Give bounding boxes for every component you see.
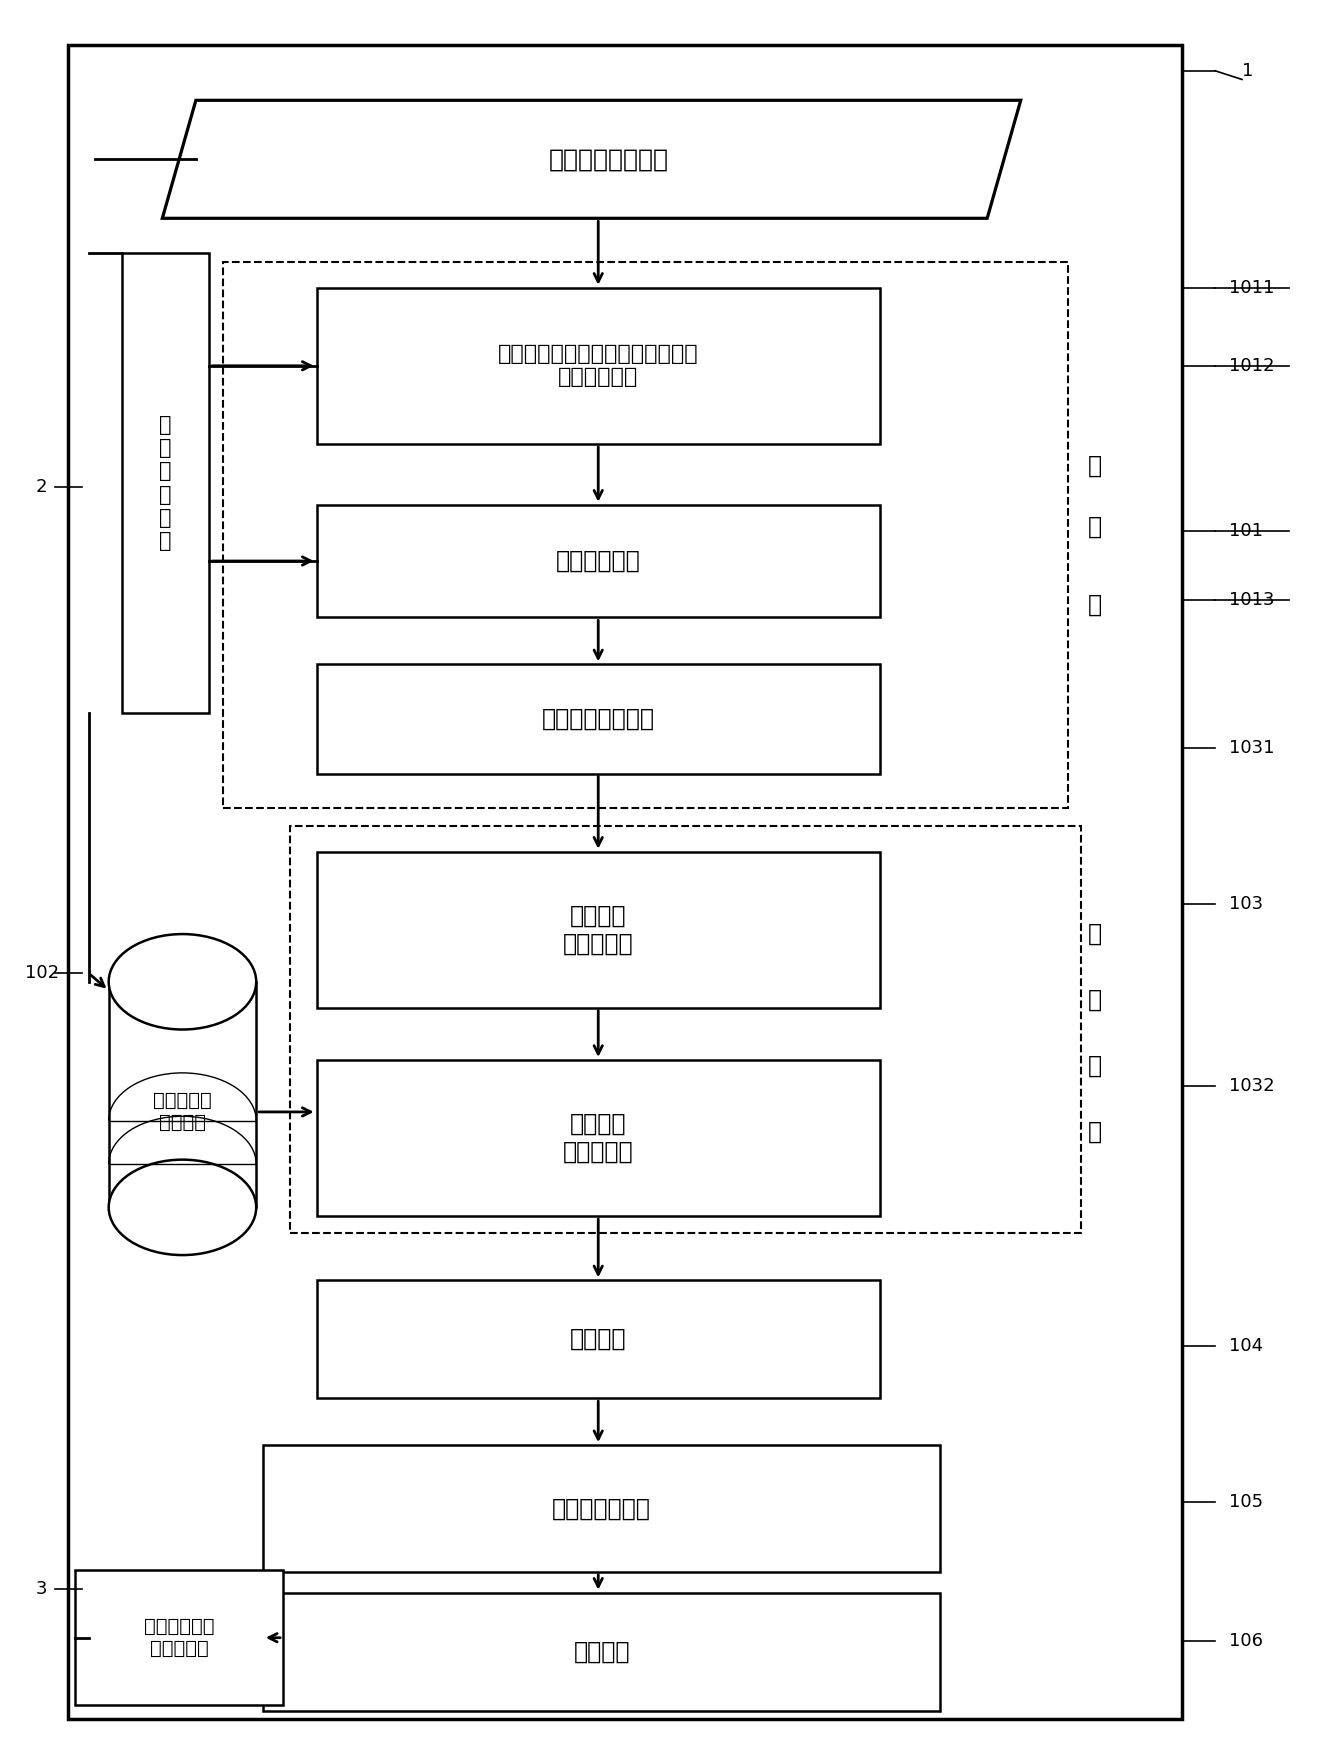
FancyBboxPatch shape: [317, 289, 880, 443]
FancyBboxPatch shape: [263, 1444, 941, 1571]
Text: 103: 103: [1228, 895, 1263, 912]
Text: 辆: 辆: [1087, 987, 1102, 1012]
FancyBboxPatch shape: [317, 1060, 880, 1217]
Text: 预: 预: [1087, 454, 1102, 478]
Text: 1: 1: [1242, 63, 1254, 80]
Text: 1013: 1013: [1228, 591, 1274, 608]
Text: 车: 车: [1087, 923, 1102, 945]
Text: 高分辨率卫星影像: 高分辨率卫星影像: [548, 148, 668, 172]
FancyBboxPatch shape: [317, 664, 880, 773]
FancyBboxPatch shape: [109, 982, 257, 1208]
Text: 双边滤波影像增强: 双边滤波影像增强: [542, 707, 655, 732]
Text: 矢
量
路
网
数
据: 矢 量 路 网 数 据: [160, 415, 172, 551]
Ellipse shape: [109, 933, 257, 1029]
Text: 全色影像与矢量路网及全色与多光
谱影像的配准: 全色影像与矢量路网及全色与多光 谱影像的配准: [497, 344, 699, 388]
FancyBboxPatch shape: [317, 1281, 880, 1399]
Text: 人工识别或地
面监测数据: 人工识别或地 面监测数据: [144, 1616, 214, 1658]
Text: 处: 处: [1087, 514, 1102, 539]
Text: 101: 101: [1228, 521, 1262, 539]
FancyBboxPatch shape: [263, 1592, 941, 1710]
Ellipse shape: [109, 1159, 257, 1255]
FancyBboxPatch shape: [122, 254, 210, 713]
Text: 面向对象
车辆精提取: 面向对象 车辆精提取: [563, 1112, 633, 1164]
Text: 理: 理: [1087, 593, 1102, 617]
Text: 交通流参数估算: 交通流参数估算: [552, 1496, 650, 1521]
FancyBboxPatch shape: [317, 504, 880, 617]
Text: 2: 2: [36, 478, 47, 497]
Text: 车辆匹配: 车辆匹配: [570, 1328, 626, 1350]
FancyBboxPatch shape: [75, 1569, 284, 1705]
Text: 106: 106: [1228, 1632, 1262, 1649]
Text: 提: 提: [1087, 1053, 1102, 1078]
Text: 105: 105: [1228, 1493, 1263, 1512]
Text: 1032: 1032: [1228, 1078, 1274, 1095]
Text: 3: 3: [36, 1580, 47, 1599]
Text: 道路区域分割: 道路区域分割: [556, 549, 641, 574]
Text: 取: 取: [1087, 1119, 1102, 1144]
Text: 104: 104: [1228, 1337, 1263, 1356]
FancyBboxPatch shape: [69, 45, 1181, 1719]
Text: 神经网络
车辆粗提取: 神经网络 车辆粗提取: [563, 904, 633, 956]
Text: 1011: 1011: [1228, 278, 1274, 297]
Text: 精度评估: 精度评估: [574, 1639, 630, 1663]
Text: 1012: 1012: [1228, 356, 1274, 375]
Text: 1031: 1031: [1228, 739, 1274, 756]
Polygon shape: [163, 101, 1020, 219]
Text: 车辆遥感影
像特征库: 车辆遥感影 像特征库: [153, 1091, 212, 1133]
Text: 102: 102: [24, 965, 59, 982]
FancyBboxPatch shape: [317, 852, 880, 1008]
